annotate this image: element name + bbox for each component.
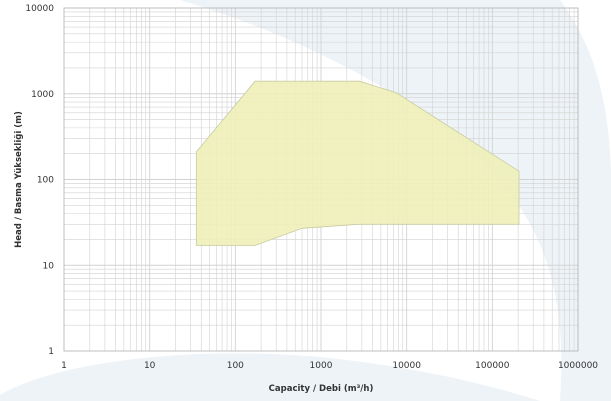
plot-frame — [63, 7, 579, 352]
x-tick-label: 1 — [61, 361, 67, 371]
x-tick-label: 10 — [144, 361, 156, 371]
performance-area-polygon — [195, 80, 520, 246]
x-axis-title: Capacity / Debi (m³/h) — [269, 384, 374, 394]
y-tick-label: 10 — [43, 261, 55, 271]
x-tick-label: 1000000 — [558, 361, 598, 371]
x-tick-label: 100000 — [475, 361, 510, 371]
x-tick-label: 100 — [227, 361, 244, 371]
watermark-swoosh-top — [180, 0, 611, 401]
x-tick-label: 10000 — [392, 361, 421, 371]
watermark-swoosh-bottom — [0, 353, 540, 401]
y-tick-label: 1000 — [31, 90, 54, 100]
y-axis-title: Head / Basma Yüksekliği (m) — [14, 111, 24, 248]
grid — [64, 8, 578, 351]
y-tick-label: 10000 — [25, 4, 54, 14]
y-tick-label: 1 — [48, 347, 54, 357]
x-tick-labels: 1 10 100 1000 10000 100000 1000000 — [61, 361, 598, 371]
y-tick-labels: 1 10 100 1000 10000 — [25, 4, 54, 357]
x-tick-label: 1000 — [310, 361, 333, 371]
y-tick-label: 100 — [37, 176, 54, 186]
capacity-head-area — [195, 80, 520, 246]
